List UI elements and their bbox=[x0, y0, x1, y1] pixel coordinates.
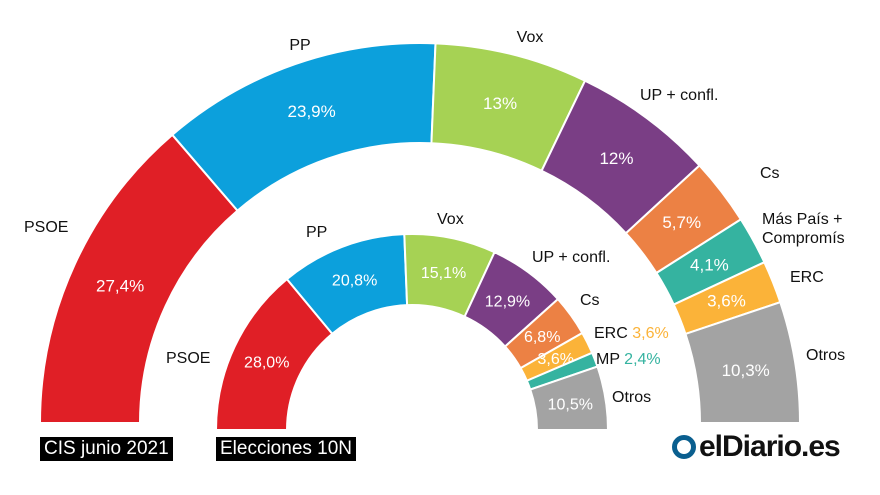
inner-chart-tag: Elecciones 10N bbox=[216, 437, 357, 461]
inner-category-label: ERC 3,6% bbox=[594, 325, 669, 342]
outer-value-label: 3,6% bbox=[707, 292, 746, 311]
outer-value-label: 23,9% bbox=[288, 102, 336, 121]
inner-value-label: 15,1% bbox=[421, 265, 466, 282]
inner-value-label: 20,8% bbox=[332, 273, 377, 290]
inner-category-label: Cs bbox=[580, 292, 600, 309]
outer-value-label: 10,3% bbox=[722, 361, 770, 380]
outer-category-label: PSOE bbox=[24, 219, 68, 236]
outer-value-label: 27,4% bbox=[96, 276, 144, 295]
outer-value-label: 4,1% bbox=[690, 255, 729, 274]
outer-slice-7 bbox=[684, 300, 802, 424]
eldiario-logo: elDiario.es bbox=[672, 430, 841, 464]
inner-category-label: PSOE bbox=[166, 350, 210, 367]
outer-category-label: Otros bbox=[806, 347, 845, 364]
inner-slice-7 bbox=[529, 365, 610, 431]
outer-category-label: UP + confl. bbox=[640, 87, 718, 104]
inner-category-label: UP + confl. bbox=[532, 249, 610, 266]
inner-category-label: Otros bbox=[612, 389, 651, 406]
outer-category-label: Cs bbox=[760, 165, 780, 182]
inner-value-label: 12,9% bbox=[485, 294, 530, 311]
inner-category-label: PP bbox=[306, 224, 327, 241]
outer-chart-tag: CIS junio 2021 bbox=[40, 437, 173, 461]
inner-category-label: Vox bbox=[437, 211, 464, 228]
logo-ring-icon bbox=[672, 435, 696, 459]
inner-category-label: MP 2,4% bbox=[596, 351, 661, 368]
outer-category-label: Vox bbox=[517, 29, 544, 46]
inner-value-label: 28,0% bbox=[244, 354, 289, 371]
outer-category-label: ERC bbox=[790, 269, 824, 286]
outer-category-label: Más País + Compromís bbox=[762, 211, 845, 247]
outer-value-label: 5,7% bbox=[662, 213, 701, 232]
outer-value-label: 12% bbox=[599, 149, 633, 168]
outer-category-label: PP bbox=[289, 37, 310, 54]
inner-value-label: 6,8% bbox=[524, 329, 560, 346]
inner-value-label: 10,5% bbox=[548, 396, 593, 413]
outer-value-label: 13% bbox=[483, 94, 517, 113]
